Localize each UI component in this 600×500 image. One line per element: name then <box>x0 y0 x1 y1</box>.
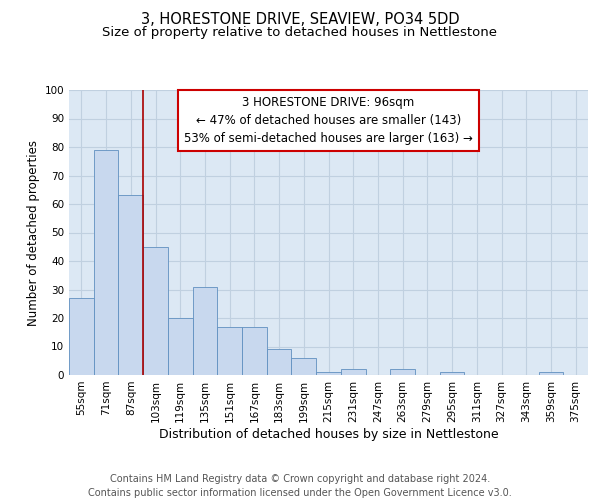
Bar <box>539 372 563 375</box>
Text: 3, HORESTONE DRIVE, SEAVIEW, PO34 5DD: 3, HORESTONE DRIVE, SEAVIEW, PO34 5DD <box>140 12 460 28</box>
Bar <box>217 326 242 375</box>
Bar <box>242 326 267 375</box>
Text: 3 HORESTONE DRIVE: 96sqm
← 47% of detached houses are smaller (143)
53% of semi-: 3 HORESTONE DRIVE: 96sqm ← 47% of detach… <box>184 96 473 144</box>
Bar <box>390 370 415 375</box>
Bar <box>341 370 365 375</box>
Bar <box>440 372 464 375</box>
Bar <box>118 196 143 375</box>
Bar <box>267 350 292 375</box>
Bar <box>316 372 341 375</box>
Text: Contains HM Land Registry data © Crown copyright and database right 2024.
Contai: Contains HM Land Registry data © Crown c… <box>88 474 512 498</box>
Text: Size of property relative to detached houses in Nettlestone: Size of property relative to detached ho… <box>103 26 497 39</box>
Bar <box>69 298 94 375</box>
Bar <box>168 318 193 375</box>
Bar <box>292 358 316 375</box>
Bar <box>94 150 118 375</box>
Y-axis label: Number of detached properties: Number of detached properties <box>28 140 40 326</box>
Bar <box>193 286 217 375</box>
Bar <box>143 246 168 375</box>
X-axis label: Distribution of detached houses by size in Nettlestone: Distribution of detached houses by size … <box>158 428 499 440</box>
